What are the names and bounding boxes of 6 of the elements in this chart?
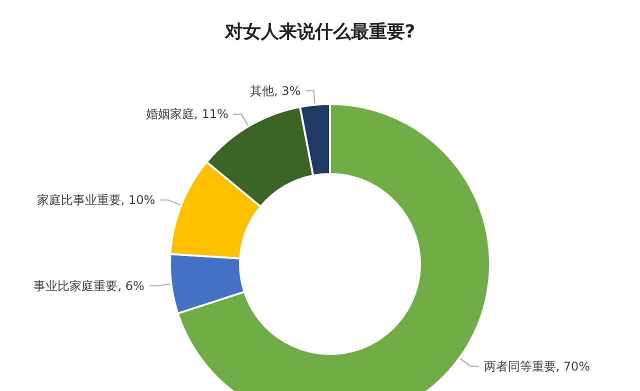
chart-title: 对女人来说什么最重要?: [224, 22, 416, 42]
slice-label: 其他, 3%: [250, 84, 301, 98]
slice-label: 家庭比事业重要, 10%: [36, 192, 156, 207]
slice-label: 两者同等重要, 70%: [484, 359, 590, 374]
slice-label: 事业比家庭重要, 6%: [34, 278, 144, 293]
slice-label: 婚姻家庭, 11%: [146, 107, 228, 122]
